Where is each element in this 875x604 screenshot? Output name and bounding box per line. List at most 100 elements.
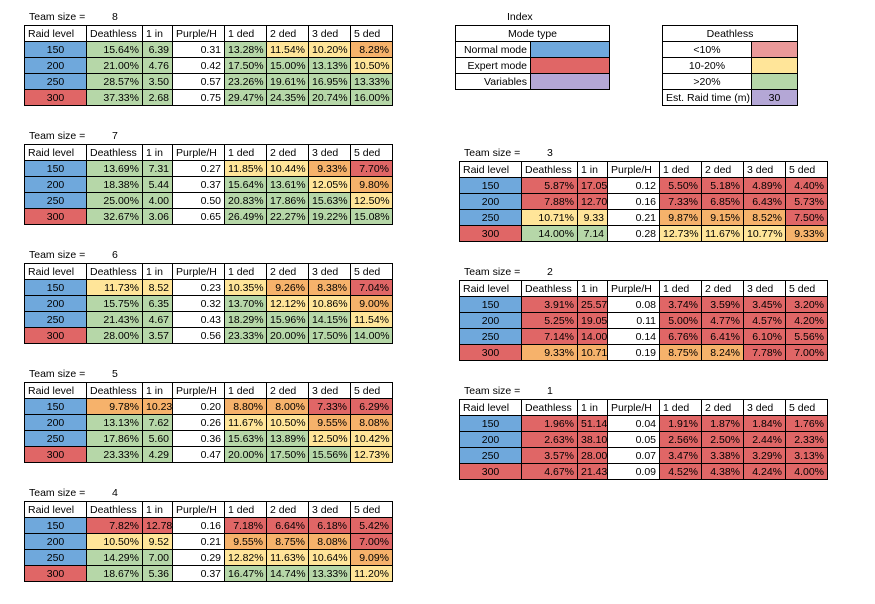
ded-cell: 9.00% [350,295,393,312]
column-header: 5 ded [785,399,828,416]
ded-cell: 6.41% [701,328,744,345]
column-header: 1 ded [659,280,702,297]
column-header: Purple/H [172,25,225,42]
ded-cell: 13.61% [266,176,309,193]
ded-cell: 18.29% [224,311,267,328]
deathless-cell: 5.25% [521,312,578,329]
stats-table: Raid level Deathless 1 in Purple/H 1 ded 2 de… [459,280,828,361]
deathless-cell: 28.57% [86,73,143,90]
ded-cell: 8.08% [308,533,351,550]
raid-level-cell: 200 [24,414,87,431]
variables-swatch [530,73,610,90]
column-header: 3 ded [308,382,351,399]
deathless-cell: 18.67% [86,565,143,582]
purple-per-hour-cell: 0.36 [172,430,225,447]
ded-cell: 13.33% [350,73,393,90]
ded-cell: 5.56% [785,328,828,345]
ded-cell: 12.73% [350,446,393,463]
purple-per-hour-cell: 0.19 [607,344,660,361]
one-in-cell: 19.05 [577,312,608,329]
stats-table: Raid level Deathless 1 in Purple/H 1 ded 2 de… [24,501,393,582]
raid-time-value: 30 [750,89,799,106]
ded-cell: 6.18% [308,517,351,534]
column-header: Deathless [521,399,578,416]
ded-cell: 11.85% [224,160,267,177]
ded-cell: 9.15% [701,209,744,226]
raid-level-cell: 150 [24,279,87,296]
ded-cell: 2.44% [743,431,786,448]
table-row: 250 14.29% 7.00 0.29 12.82% 11.63% 10.64% 9.09% [24,549,393,566]
raid-level-cell: 300 [24,89,87,106]
column-header: Deathless [86,263,143,280]
column-header: Deathless [86,25,143,42]
table-row: 150 1.96% 51.14 0.04 1.91% 1.87% 1.84% 1.76% [459,415,828,432]
column-header: 1 ded [224,25,267,42]
ded-cell: 1.87% [701,415,744,432]
ded-cell: 10.42% [350,430,393,447]
team-size-label: Team size = [29,368,86,380]
column-header: Raid level [459,161,522,178]
ded-cell: 13.13% [308,57,351,74]
column-header: Deathless [521,161,578,178]
ded-cell: 8.52% [743,209,786,226]
column-header: Raid level [24,501,87,518]
one-in-cell: 4.00 [142,192,173,209]
ded-cell: 12.50% [308,430,351,447]
column-header: Purple/H [607,161,660,178]
deathless-cell: 2.63% [521,431,578,448]
threshold-label-low: <10% [662,41,752,58]
deathless-cell: 11.73% [86,279,143,296]
ded-cell: 14.74% [266,565,309,582]
ded-cell: 5.42% [350,517,393,534]
column-header: 5 ded [785,280,828,297]
table-row: 300 9.33% 10.71 0.19 8.75% 8.24% 7.78% 7.00% [459,344,828,361]
ded-cell: 11.20% [350,565,393,582]
ded-cell: 14.00% [350,327,393,344]
raid-level-cell: 200 [459,431,522,448]
purple-per-hour-cell: 0.14 [607,328,660,345]
ded-cell: 7.00% [785,344,828,361]
column-header: 1 in [142,25,173,42]
purple-per-hour-cell: 0.21 [172,533,225,550]
table-row: 200 2.63% 38.10 0.05 2.56% 2.50% 2.44% 2.33% [459,431,828,448]
one-in-cell: 3.57 [142,327,173,344]
ded-cell: 11.54% [266,41,309,58]
team-size-label: Team size = [464,385,521,397]
header-row: Raid level Deathless 1 in Purple/H 1 ded 2 de… [24,382,393,399]
ded-cell: 20.74% [308,89,351,106]
column-header: 5 ded [350,144,393,161]
raid-level-cell: 300 [459,225,522,242]
ded-cell: 12.05% [308,176,351,193]
column-header: Raid level [24,263,87,280]
column-header: 3 ded [743,399,786,416]
column-header: 1 ded [224,382,267,399]
ded-cell: 9.09% [350,549,393,566]
ded-cell: 7.00% [350,533,393,550]
raid-level-cell: 200 [24,176,87,193]
column-header: 1 in [577,161,608,178]
one-in-cell: 10.71 [577,344,608,361]
stats-table: Raid level Deathless 1 in Purple/H 1 ded 2 de… [24,263,393,344]
team-size-label: Team size = [464,147,521,159]
ded-cell: 10.50% [350,57,393,74]
column-header: Deathless [86,382,143,399]
one-in-cell: 5.36 [142,565,173,582]
header-row: Raid level Deathless 1 in Purple/H 1 ded 2 de… [459,161,828,178]
ded-cell: 20.00% [266,327,309,344]
ded-cell: 8.75% [266,533,309,550]
column-header: Raid level [459,280,522,297]
team-size-value: 8 [112,11,118,23]
table-row: 200 7.88% 12.70 0.16 7.33% 6.85% 6.43% 5.73% [459,193,828,210]
deathless-cell: 10.71% [521,209,578,226]
deathless-cell: 5.87% [521,177,578,194]
header-row: Raid level Deathless 1 in Purple/H 1 ded 2 de… [459,280,828,297]
ded-cell: 6.43% [743,193,786,210]
normal-mode-swatch [530,41,610,58]
column-header: 1 ded [224,263,267,280]
raid-level-cell: 250 [24,549,87,566]
team-size-label: Team size = [29,487,86,499]
column-header: 5 ded [350,501,393,518]
ded-cell: 22.27% [266,208,309,225]
ded-cell: 6.64% [266,517,309,534]
raid-level-cell: 200 [459,312,522,329]
